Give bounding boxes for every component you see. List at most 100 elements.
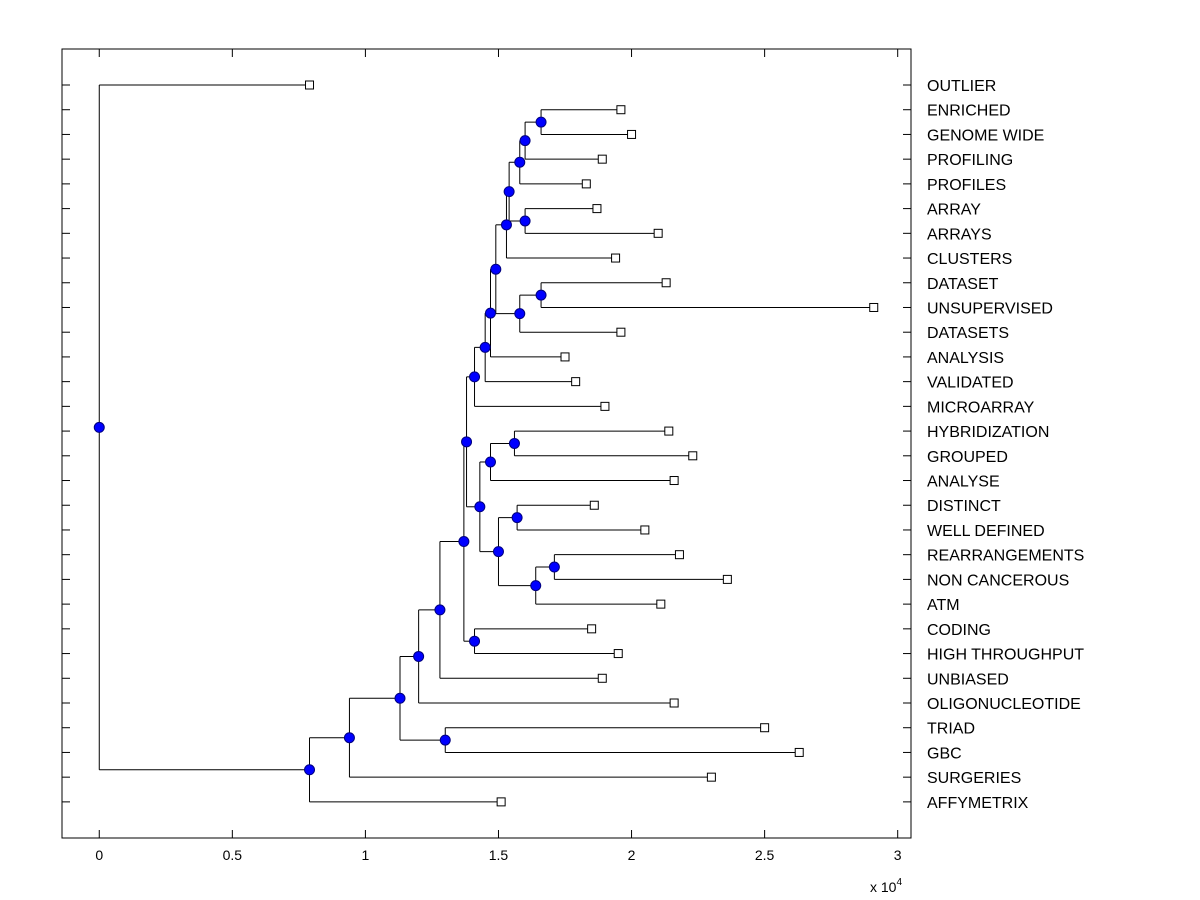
leaf-marker [587, 624, 597, 634]
leaf-marker [571, 377, 581, 387]
leaf-label: DATASET [927, 276, 999, 293]
leaf-marker [616, 105, 626, 115]
y-axis-ticks [62, 84, 911, 803]
merge-node [439, 734, 451, 746]
merge-node [530, 580, 542, 592]
leaf-label: ARRAYS [927, 226, 992, 243]
merge-node [484, 307, 496, 319]
plot-frame [61, 48, 912, 839]
leaf-label: VALIDATED [927, 375, 1014, 392]
merge-node [394, 692, 406, 704]
leaf-marker [600, 401, 610, 411]
leaf-marker [661, 278, 671, 288]
merge-node [93, 421, 105, 433]
merge-node [535, 289, 547, 301]
x-tick-label: 2.5 [755, 847, 775, 863]
x-tick-label: 1.5 [489, 847, 509, 863]
merge-node [548, 561, 560, 573]
merge-node [535, 116, 547, 128]
merge-node [461, 436, 473, 448]
x-tick-label: 2 [628, 847, 636, 863]
leaf-label: PROFILES [927, 177, 1006, 194]
merge-node [474, 501, 486, 513]
leaf-marker [794, 747, 804, 757]
leaf-label: ATM [927, 597, 960, 614]
leaf-marker [669, 698, 679, 708]
merge-node [511, 512, 523, 524]
leaf-label: AFFYMETRIX [927, 795, 1029, 812]
leaf-label: OLIGONUCLEOTIDE [927, 696, 1081, 713]
merge-node [490, 263, 502, 275]
leaf-marker [581, 179, 591, 189]
leaf-marker [616, 327, 626, 337]
leaf-marker [760, 723, 770, 733]
x-axis-multiplier: x 104 [870, 877, 902, 895]
leaf-label: DATASETS [927, 325, 1009, 342]
leaf-label: PROFILING [927, 152, 1013, 169]
merge-node [479, 341, 491, 353]
leaf-label: UNBIASED [927, 671, 1009, 688]
leaf-labels: OUTLIER ENRICHED GENOME WIDE PROFILING PROFI… [927, 78, 1084, 812]
leaf-marker [669, 476, 679, 486]
leaf-marker [664, 426, 674, 436]
leaf-label: GROUPED [927, 449, 1008, 466]
leaf-marker [706, 772, 716, 782]
merge-node [508, 437, 520, 449]
leaf-label: SURGERIES [927, 770, 1021, 787]
leaf-marker [589, 500, 599, 510]
leaf-label: ANALYSE [927, 474, 1000, 491]
merge-nodes [93, 116, 560, 776]
merge-node [434, 604, 446, 616]
x-axis-ticks: 0 0.5 1 1.5 2 2.5 3 [95, 49, 902, 863]
leaf-marker [656, 599, 666, 609]
leaf-label: OUTLIER [927, 78, 996, 95]
merge-node [343, 732, 355, 744]
merge-node [519, 215, 531, 227]
leaf-label: HIGH THROUGHPUT [927, 647, 1084, 664]
merge-node [503, 186, 515, 198]
leaf-label: REARRANGEMENTS [927, 548, 1084, 565]
leaf-marker [597, 673, 607, 683]
leaf-marker [597, 154, 607, 164]
merge-node [484, 456, 496, 468]
leaf-label: CODING [927, 622, 991, 639]
merge-node [519, 135, 531, 147]
merge-node [500, 219, 512, 231]
merge-node [492, 546, 504, 558]
leaf-marker [722, 574, 732, 584]
merge-node [514, 156, 526, 168]
leaf-markers [305, 80, 879, 807]
leaf-marker [560, 352, 570, 362]
leaf-label: MICROARRAY [927, 399, 1035, 416]
leaf-label: ENRICHED [927, 103, 1011, 120]
merge-node [514, 308, 526, 320]
leaf-marker [496, 797, 506, 807]
leaf-marker [640, 525, 650, 535]
merge-node [413, 650, 425, 662]
leaf-label: GBC [927, 745, 962, 762]
merge-node [469, 635, 481, 647]
leaf-label: NON CANCEROUS [927, 572, 1069, 589]
merge-node [458, 536, 470, 548]
leaf-marker [611, 253, 621, 263]
leaf-marker [653, 228, 663, 238]
merge-node [469, 371, 481, 383]
leaf-label: CLUSTERS [927, 251, 1012, 268]
leaf-label: WELL DEFINED [927, 523, 1045, 540]
leaf-label: ANALYSIS [927, 350, 1004, 367]
x-tick-label: 3 [894, 847, 902, 863]
leaf-marker [627, 129, 637, 139]
leaf-label: DISTINCT [927, 498, 1001, 515]
leaf-label: TRIAD [927, 721, 975, 738]
leaf-label: GENOME WIDE [927, 127, 1044, 144]
merge-node [304, 764, 316, 776]
x-tick-label: 0.5 [223, 847, 243, 863]
leaf-marker [869, 302, 879, 312]
leaf-label: UNSUPERVISED [927, 300, 1053, 317]
leaf-marker [613, 649, 623, 659]
leaf-marker [674, 550, 684, 560]
leaf-marker [305, 80, 315, 90]
leaf-label: ARRAY [927, 202, 981, 219]
x-tick-label: 0 [95, 847, 103, 863]
